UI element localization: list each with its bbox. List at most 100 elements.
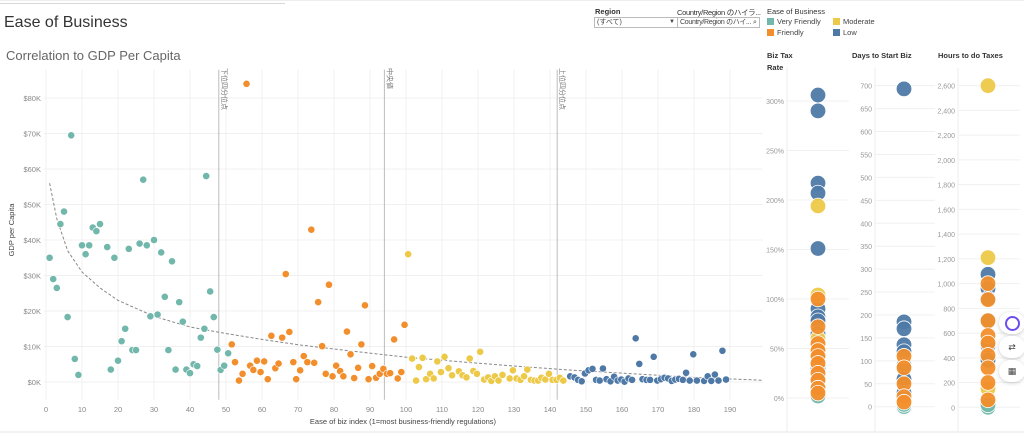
data-point-friendly[interactable] [361,301,369,310]
data-point-very-friendly[interactable] [213,345,222,354]
data-point-moderate[interactable] [476,347,485,356]
data-point-friendly[interactable] [332,361,341,370]
data-point-very-friendly[interactable] [209,313,218,321]
data-point-very-friendly[interactable] [81,250,90,259]
data-point-very-friendly[interactable] [157,248,166,257]
data-point-friendly[interactable] [231,358,239,367]
data-point-very-friendly[interactable] [224,349,233,358]
data-point-very-friendly[interactable] [200,324,209,333]
data-point-very-friendly[interactable] [202,172,211,180]
data-point-moderate[interactable] [418,353,427,362]
legend-moderate[interactable]: Moderate [833,17,875,26]
data-point-moderate[interactable] [520,372,528,381]
data-point-very-friendly[interactable] [45,253,54,262]
data-point-very-friendly[interactable] [49,275,58,283]
data-point-moderate[interactable] [437,368,445,376]
data-point-friendly[interactable] [278,333,287,342]
translate-button[interactable]: ⇄ [999,336,1024,358]
data-point-friendly[interactable] [357,340,366,349]
data-point-very-friendly[interactable] [114,356,122,365]
data-point-friendly[interactable] [274,359,283,368]
data-point-very-friendly[interactable] [67,131,76,140]
data-point-very-friendly[interactable] [135,239,144,248]
data-point-moderate[interactable] [404,250,413,259]
data-point-very-friendly[interactable] [63,313,72,321]
data-point-very-friendly[interactable] [168,257,176,266]
panel-point-moderate[interactable] [809,197,827,215]
data-point-moderate[interactable] [440,352,449,361]
data-point-friendly[interactable] [249,366,258,374]
data-point-friendly[interactable] [267,331,276,340]
data-point-very-friendly[interactable] [56,220,65,228]
data-point-moderate[interactable] [462,373,471,382]
data-point-low[interactable] [714,376,723,385]
data-point-friendly[interactable] [281,270,290,278]
panel-point-low[interactable] [809,86,827,104]
data-point-very-friendly[interactable] [196,333,205,342]
panel-point-low[interactable] [895,80,913,98]
panel-point-low[interactable] [895,320,913,337]
data-point-very-friendly[interactable] [132,346,140,354]
data-point-moderate[interactable] [422,375,431,384]
legend-very-friendly[interactable]: Very Friendly [767,17,821,26]
data-point-very-friendly[interactable] [139,175,148,184]
panel-point-friendly[interactable] [979,312,997,329]
data-point-very-friendly[interactable] [121,324,130,333]
data-point-friendly[interactable] [292,375,301,384]
data-point-friendly[interactable] [325,280,333,289]
data-point-moderate[interactable] [505,374,514,383]
data-point-friendly[interactable] [328,372,337,381]
data-point-very-friendly[interactable] [164,346,173,354]
data-point-very-friendly[interactable] [146,312,155,321]
data-point-moderate[interactable] [412,376,420,385]
panel-point-friendly[interactable] [895,359,913,376]
data-point-low[interactable] [588,364,597,373]
data-point-friendly[interactable] [368,362,377,370]
data-point-very-friendly[interactable] [85,241,94,250]
panel-point-friendly[interactable] [979,374,997,391]
data-point-friendly[interactable] [307,225,316,234]
data-point-very-friendly[interactable] [186,369,194,378]
data-point-moderate[interactable] [498,370,507,379]
data-point-very-friendly[interactable] [60,207,68,216]
data-point-low[interactable] [635,359,644,368]
data-point-very-friendly[interactable] [106,365,115,374]
data-point-moderate[interactable] [473,369,481,378]
data-point-very-friendly[interactable] [78,241,86,250]
data-point-very-friendly[interactable] [142,241,151,250]
data-point-friendly[interactable] [263,375,272,384]
data-point-low[interactable] [649,352,658,361]
data-point-very-friendly[interactable] [153,310,162,319]
data-point-low[interactable] [710,370,719,379]
data-point-very-friendly[interactable] [74,370,83,379]
data-point-friendly[interactable] [235,376,243,385]
data-point-moderate[interactable] [444,364,453,373]
panel-point-low[interactable] [809,240,827,257]
grid-button[interactable]: ▦ [999,360,1024,382]
panel-point-moderate[interactable] [979,249,997,266]
data-point-friendly[interactable] [339,372,348,381]
data-point-very-friendly[interactable] [193,362,202,370]
data-point-low[interactable] [682,368,690,377]
data-point-friendly[interactable] [227,340,236,349]
data-point-friendly[interactable] [393,374,402,383]
data-point-friendly[interactable] [350,374,359,382]
data-point-friendly[interactable] [238,369,247,378]
data-point-friendly[interactable] [343,327,351,336]
panel-point-low[interactable] [809,102,827,120]
data-point-very-friendly[interactable] [70,355,79,363]
data-point-moderate[interactable] [429,374,438,383]
data-point-very-friendly[interactable] [52,284,61,292]
data-point-low[interactable] [707,377,716,385]
data-point-very-friendly[interactable] [96,220,104,228]
panel-point-friendly[interactable] [979,275,997,292]
data-point-low[interactable] [595,376,604,385]
data-point-friendly[interactable] [354,363,363,372]
panel-point-friendly[interactable] [979,391,997,409]
data-point-moderate[interactable] [559,376,568,385]
legend-friendly[interactable]: Friendly [767,28,804,37]
data-point-low[interactable] [722,375,730,384]
data-point-moderate[interactable] [408,354,417,363]
data-point-friendly[interactable] [364,375,373,384]
